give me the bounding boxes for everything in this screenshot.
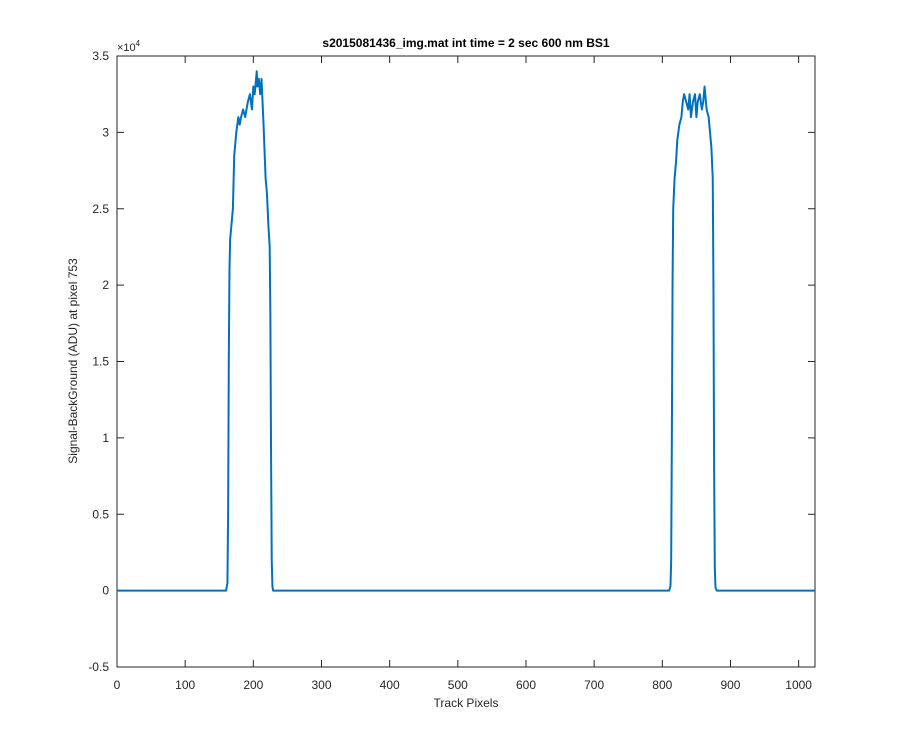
x-tick-label: 800 [652, 678, 672, 692]
y-axis-label: Signal-BackGround (ADU) at pixel 753 [66, 258, 80, 464]
y-tick-label: 3.5 [92, 49, 109, 63]
y-tick-label: 2.5 [92, 202, 109, 216]
x-tick-label: 700 [584, 678, 604, 692]
y-tick-label: 2 [102, 278, 109, 292]
x-tick-label: 100 [175, 678, 195, 692]
y-tick-label: 0 [102, 584, 109, 598]
y-tick-label: 1 [102, 431, 109, 445]
y-axis-exponent-base: ×10 [117, 42, 136, 54]
y-tick-label: 0.5 [92, 507, 109, 521]
x-tick-label: 600 [516, 678, 536, 692]
y-tick-label: 3 [102, 125, 109, 139]
x-tick-label: 400 [380, 678, 400, 692]
x-axis-ticks: 0 100 200 300 400 500 600 700 800 900 1000 [114, 56, 812, 692]
plot-area [116, 55, 816, 668]
chart-title: s2015081436_img.mat int time = 2 sec 600… [322, 36, 609, 50]
x-tick-label: 300 [311, 678, 331, 692]
x-axis-label: Track Pixels [434, 696, 499, 710]
y-tick-label: 1.5 [92, 355, 109, 369]
x-tick-label: 200 [243, 678, 263, 692]
y-axis-exponent-power: 4 [136, 39, 141, 48]
x-tick-label: 900 [720, 678, 740, 692]
x-tick-label: 1000 [785, 678, 812, 692]
y-axis-ticks: -0.5 0 0.5 1 1.5 2 2.5 3 3.5 [88, 49, 815, 674]
y-tick-label: -0.5 [88, 660, 109, 674]
series-line [117, 70, 815, 592]
x-tick-label: 0 [114, 678, 121, 692]
x-tick-label: 500 [448, 678, 468, 692]
y-axis-exponent: ×104 [117, 39, 141, 54]
